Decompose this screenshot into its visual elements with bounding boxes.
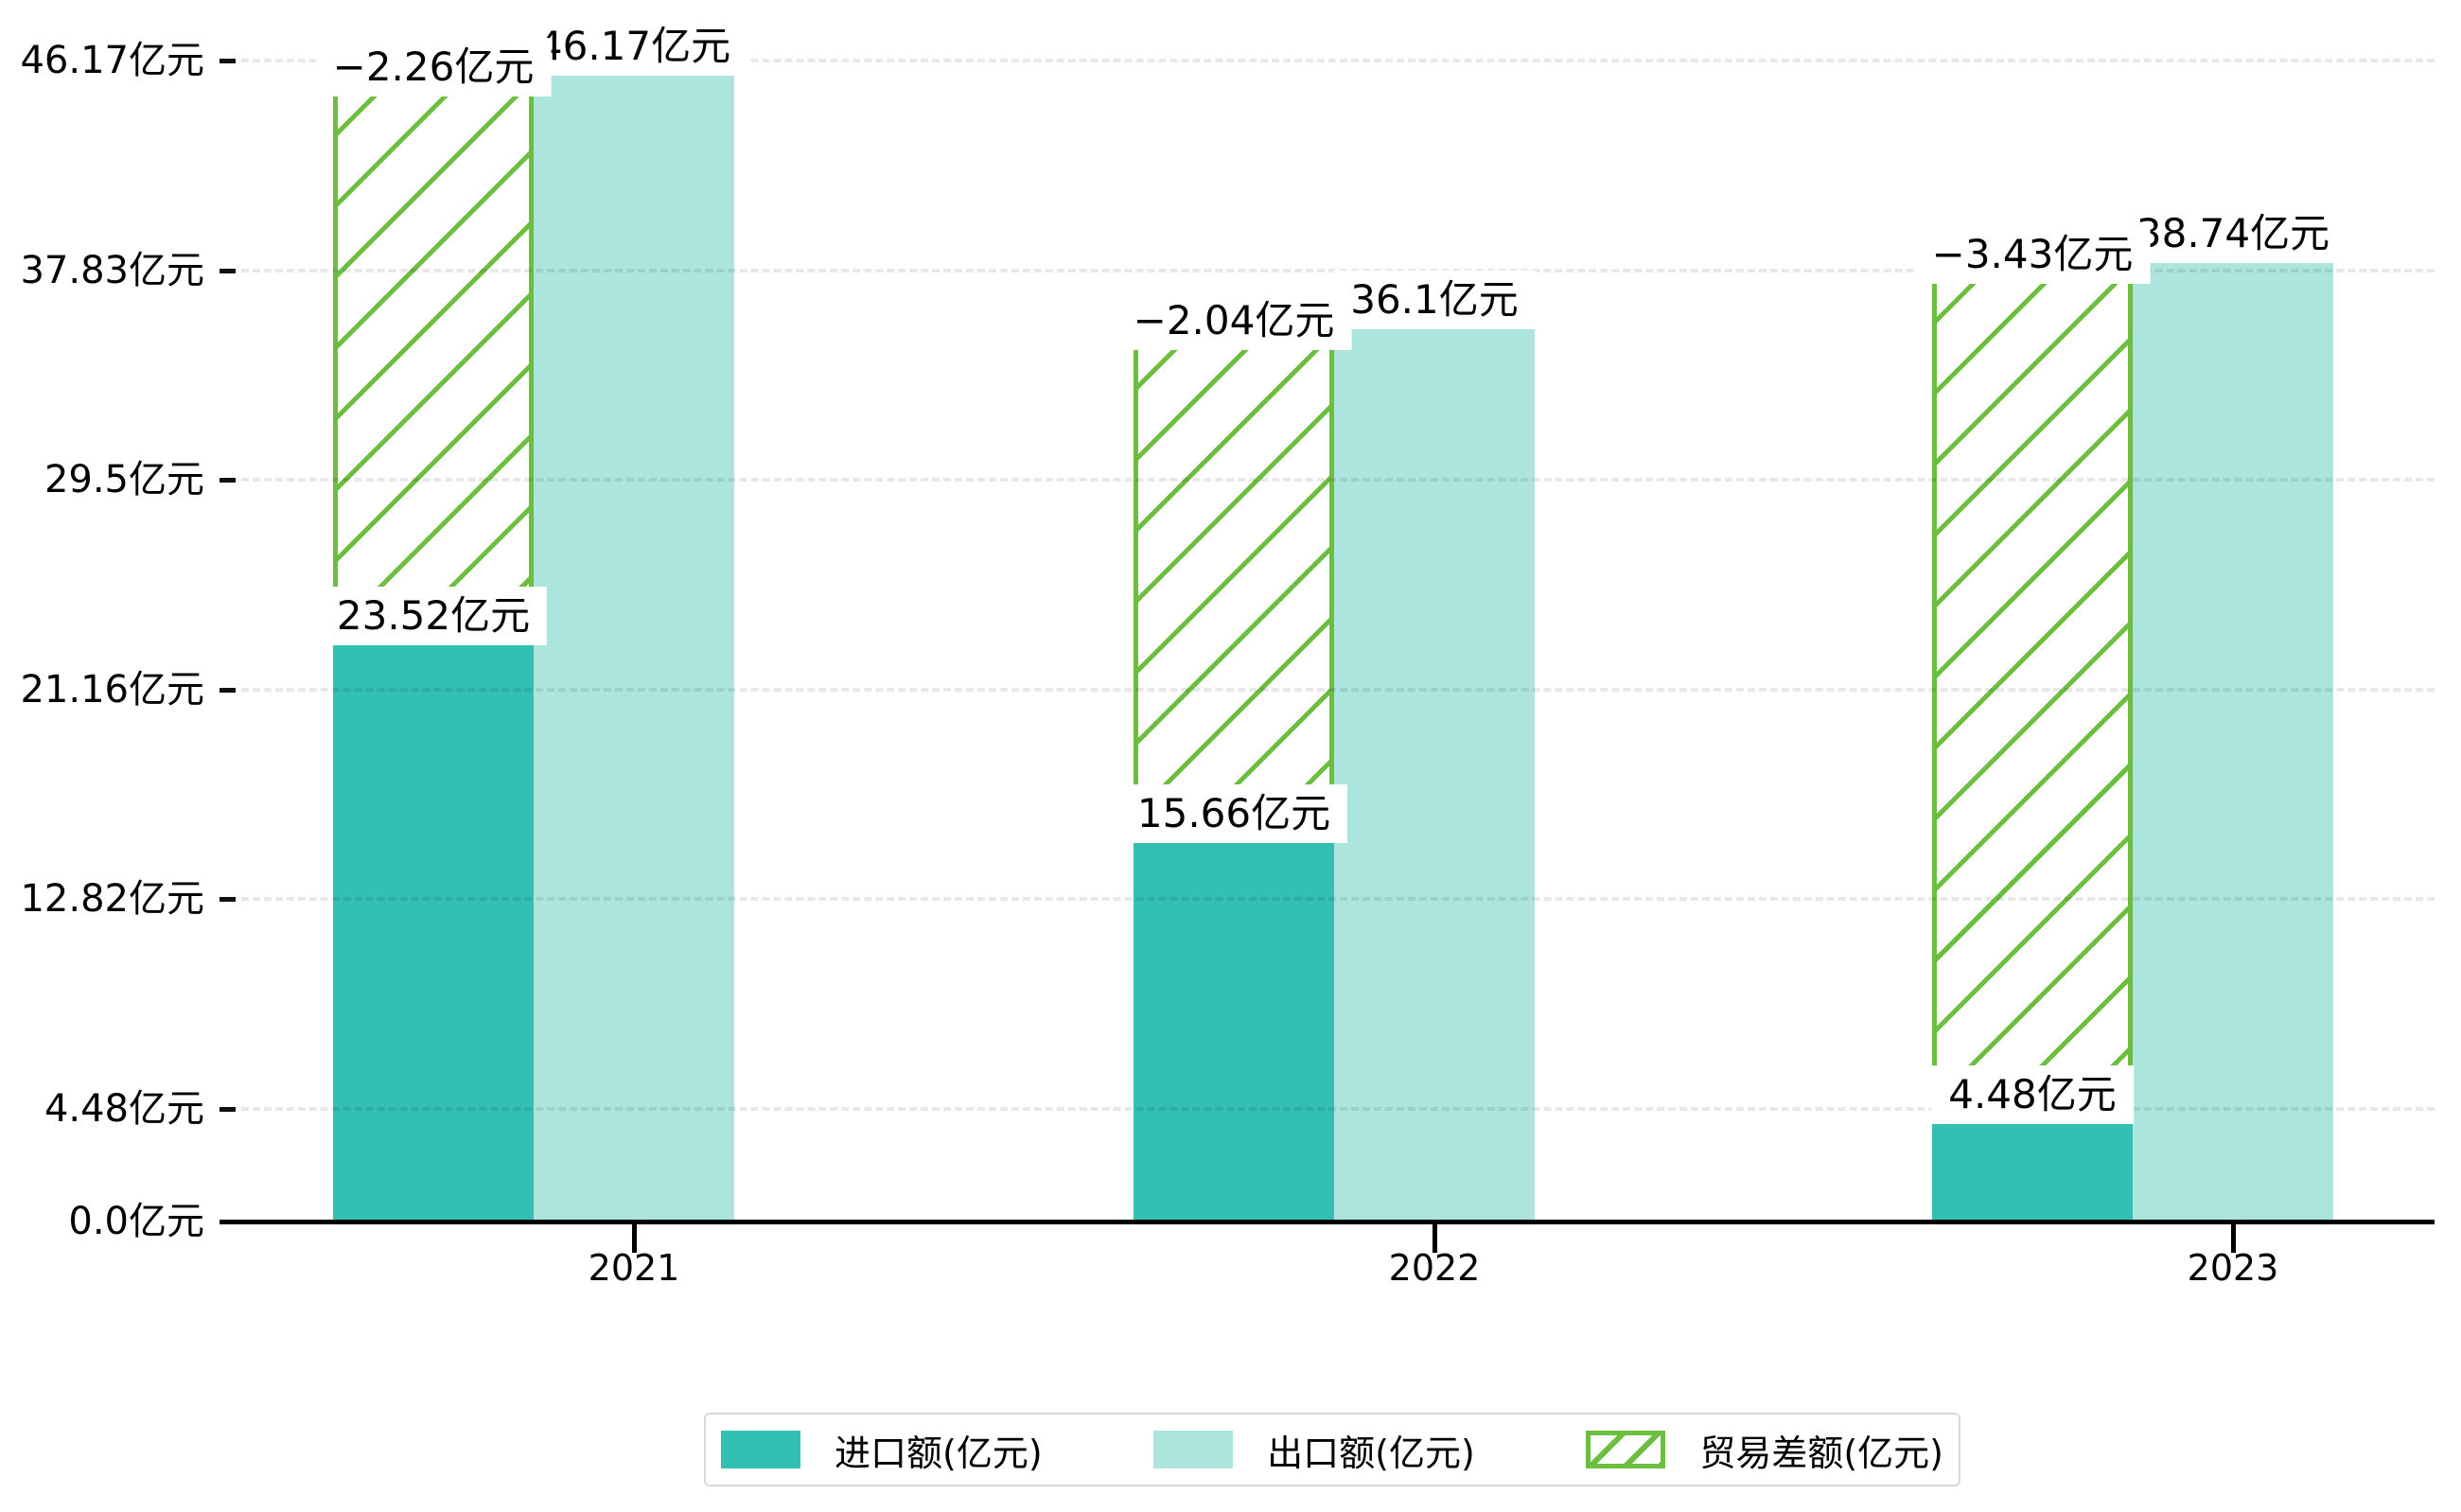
balance-value-label-2022: −2.04亿元: [1116, 291, 1352, 350]
y-axis-tick: [220, 59, 236, 64]
x-axis-tick-2022: [1433, 1224, 1437, 1253]
y-axis-tick-label: 21.16亿元: [20, 667, 204, 712]
import-value-label-2021: 23.52亿元: [319, 587, 548, 646]
y-axis-tick-label: 12.82亿元: [20, 877, 204, 922]
legend-swatch-import-icon: [721, 1431, 800, 1468]
export-value-label-2022: 36.1亿元: [1333, 271, 1536, 329]
y-axis-tick: [220, 478, 236, 483]
y-axis-tick-label: 4.48亿元: [44, 1086, 204, 1131]
y-axis-tick-label: 46.17亿元: [20, 39, 204, 83]
x-axis-label-2021: 2021: [588, 1247, 680, 1289]
y-axis-tick: [220, 687, 236, 693]
x-axis-label-2023: 2023: [2187, 1247, 2279, 1289]
import-value-label-2022: 15.66亿元: [1119, 783, 1348, 843]
y-axis-tick: [220, 1106, 236, 1112]
import-bar-2022[interactable]: [1134, 827, 1334, 1222]
export-value-label-2023: 38.74亿元: [2118, 203, 2347, 263]
export-bar-2022[interactable]: [1334, 314, 1535, 1222]
y-axis-tick-label: 37.83亿元: [20, 249, 204, 293]
legend-label-balance: 贸易差额(亿元): [1699, 1432, 1943, 1474]
y-axis-tick: [220, 269, 236, 274]
balance-value-label-2023: −3.43亿元: [1914, 224, 2151, 284]
import-bar-2023[interactable]: [1932, 1108, 2133, 1222]
x-axis-line: [220, 1220, 2435, 1224]
legend-item-import[interactable]: 进口额(亿元): [721, 1424, 1043, 1476]
y-axis-tick: [220, 897, 236, 903]
export-bar-2023[interactable]: [2133, 247, 2333, 1222]
export-bar-2021[interactable]: [534, 61, 734, 1222]
legend-label-export: 出口额(亿元): [1267, 1432, 1475, 1474]
export-value-label-2021: 46.17亿元: [519, 17, 748, 77]
legend-swatch-balance-icon: [1586, 1431, 1666, 1468]
x-axis-label-2022: 2022: [1388, 1247, 1481, 1289]
legend: 进口额(亿元) 出口额(亿元) 贸易差额(亿元): [704, 1413, 1960, 1486]
legend-swatch-export-icon: [1153, 1431, 1234, 1468]
x-axis-tick-2023: [2231, 1224, 2236, 1253]
import-bar-2021[interactable]: [333, 630, 534, 1222]
y-axis-tick-label: 29.5亿元: [44, 458, 204, 502]
y-axis-tick-label: 0.0亿元: [68, 1200, 204, 1243]
legend-item-export[interactable]: 出口额(亿元): [1153, 1424, 1475, 1476]
balance-bar-2021[interactable]: [333, 61, 534, 631]
legend-label-import: 进口额(亿元): [835, 1432, 1043, 1474]
x-axis-tick-2021: [632, 1224, 637, 1253]
balance-bar-2022[interactable]: [1134, 314, 1334, 828]
balance-value-label-2021: −2.26亿元: [315, 38, 552, 97]
legend-item-balance[interactable]: 贸易差额(亿元): [1586, 1424, 1943, 1476]
import-value-label-2023: 4.48亿元: [1931, 1064, 2134, 1124]
balance-bar-2023[interactable]: [1932, 247, 2133, 1109]
